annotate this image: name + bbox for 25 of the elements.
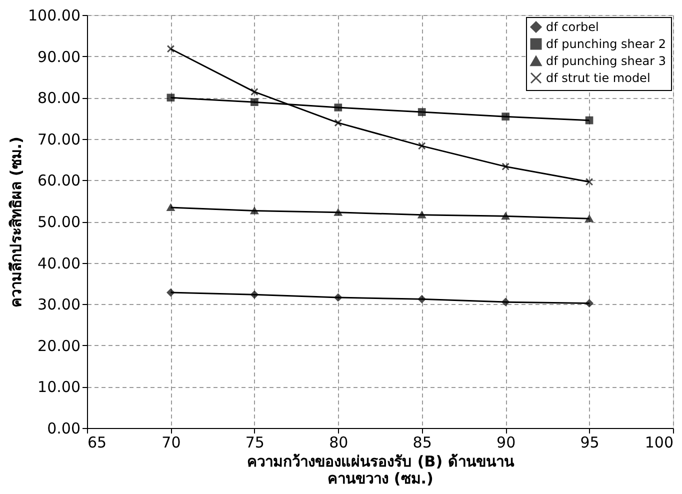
y-tick-label: 70.00 — [38, 130, 80, 148]
y-axis-title: ความลึกประสิทธิผล (ซม.) — [7, 136, 26, 308]
x-axis-title: ความกว้างของแผ่นรองรับ (B) ด้านขนาน คานขวาง (ซม.) — [247, 452, 515, 488]
x-tick-label: 90 — [496, 434, 516, 452]
y-tick-label: 50.00 — [38, 213, 80, 231]
x-tick-label: 70 — [162, 434, 181, 452]
x-tick-label: 80 — [329, 434, 348, 452]
x-tick-label: 85 — [412, 434, 432, 452]
x-tick-label: 65 — [88, 434, 107, 452]
x-tick-label: 95 — [580, 434, 600, 452]
y-tick-label: 80.00 — [38, 89, 80, 108]
y-tick-label: 30.00 — [38, 296, 80, 314]
y-tick-label: 60.00 — [38, 172, 80, 190]
y-tick-label: 40.00 — [38, 254, 80, 272]
y-tick-label: 20.00 — [38, 336, 80, 355]
legend-label: df strut tie model — [546, 71, 650, 85]
x-tick-label: 100 — [644, 434, 674, 452]
x-tick-label: 75 — [245, 434, 264, 452]
y-tick-label: 100.00 — [28, 6, 80, 24]
y-tick-label: 10.00 — [38, 378, 80, 396]
legend-label: df punching shear 2 — [546, 37, 666, 51]
legend-label: df corbel — [546, 20, 599, 34]
y-tick-label: 0.00 — [47, 420, 80, 438]
y-tick-label: 90.00 — [38, 48, 80, 66]
legend-label: df punching shear 3 — [546, 54, 666, 68]
